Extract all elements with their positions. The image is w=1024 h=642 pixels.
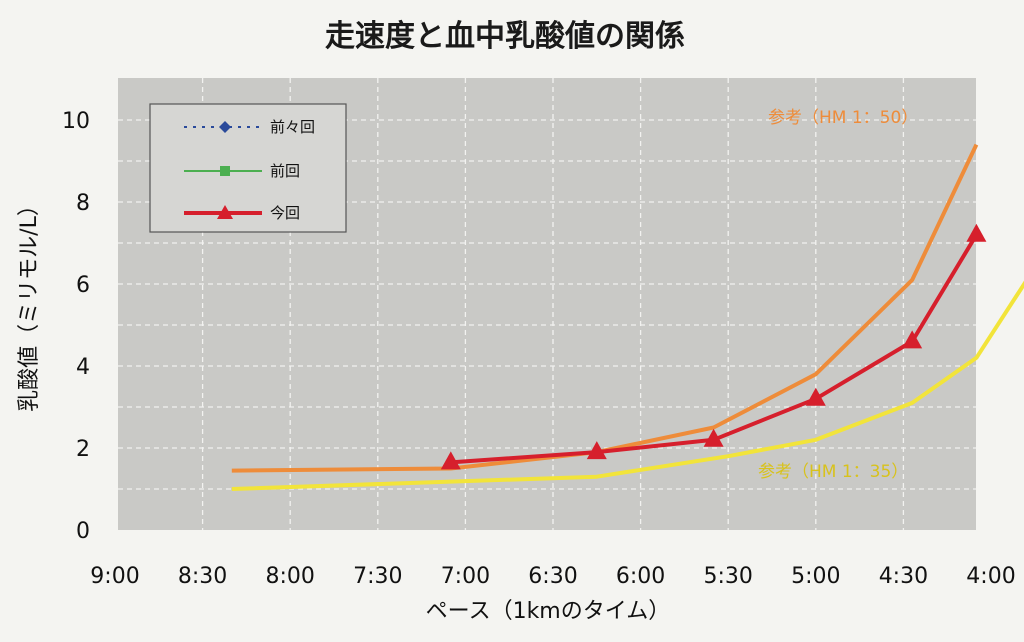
x-tick-label-2: 8:00 <box>265 564 314 589</box>
grid <box>118 78 976 530</box>
legend: 前々回 前回 今回 <box>149 103 347 233</box>
y-tick-label-2: 4 <box>76 355 90 380</box>
series-layer <box>231 143 1024 491</box>
y-tick-label-3: 6 <box>76 273 90 298</box>
y-tick-label-4: 8 <box>76 191 90 216</box>
series-marker-2-5 <box>966 223 987 242</box>
legend-marker-diamond <box>219 121 231 133</box>
series-marker-2-3 <box>805 387 826 406</box>
series-marker-2-4 <box>902 330 923 349</box>
x-tick-label-0: 9:00 <box>90 564 139 589</box>
y-tick-label-0: 0 <box>76 519 90 544</box>
x-tick-label-1: 8:30 <box>178 564 227 589</box>
legend-label-1: 前回 <box>270 162 300 180</box>
y-axis-label: 乳酸値（ミリモル/L） <box>17 194 42 412</box>
legend-box <box>149 103 347 233</box>
reference-line-1 <box>231 280 1024 491</box>
series-marker-2-1 <box>586 441 607 460</box>
legend-label-0: 前々回 <box>270 118 315 136</box>
x-tick-label-10: 4:00 <box>966 564 1015 589</box>
series-marker-2-0 <box>440 451 461 470</box>
series-line-2 <box>450 233 979 465</box>
y-tick-label-1: 2 <box>76 437 90 462</box>
legend-label-2: 今回 <box>270 204 300 222</box>
legend-marker-triangle <box>217 205 233 219</box>
x-tick-label-7: 5:30 <box>703 564 752 589</box>
x-tick-label-9: 4:30 <box>879 564 928 589</box>
chart-title: 走速度と血中乳酸値の関係 <box>325 19 685 54</box>
legend-marker-square <box>220 166 230 176</box>
reference-label-hm150: 参考（HM 1：50） <box>768 108 918 128</box>
x-axis-label: ペース（1kmのタイム） <box>426 599 671 624</box>
y-axis: 0 2 4 6 8 10 <box>62 109 90 544</box>
x-tick-label-3: 7:30 <box>353 564 402 589</box>
x-tick-label-4: 7:00 <box>441 564 490 589</box>
reference-label-hm135: 参考（HM 1：35） <box>758 462 908 482</box>
x-tick-label-5: 6:30 <box>528 564 577 589</box>
x-tick-label-8: 5:00 <box>791 564 840 589</box>
x-axis: 9:00 8:30 8:00 7:30 7:00 6:30 6:00 5:30 5:00 4:30… <box>90 564 1015 589</box>
y-tick-label-5: 10 <box>62 109 90 134</box>
x-tick-label-6: 6:00 <box>616 564 665 589</box>
series-marker-2-2 <box>703 428 724 447</box>
